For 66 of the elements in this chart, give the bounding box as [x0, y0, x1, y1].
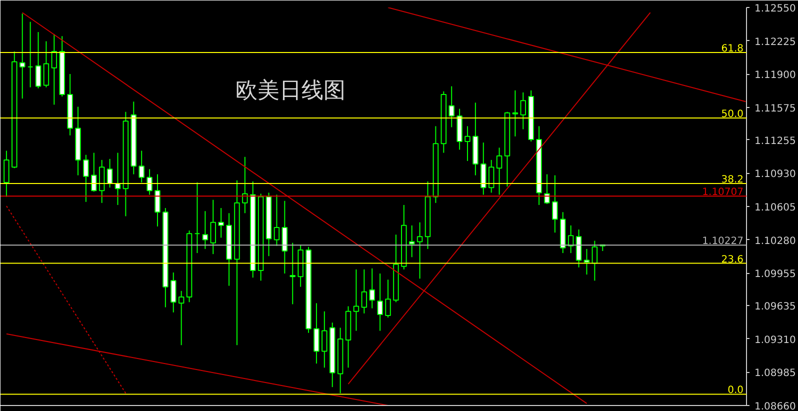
candlestick	[202, 210, 208, 250]
candlestick	[282, 200, 288, 274]
candlestick	[520, 92, 526, 130]
y-tick-label: 1.09955	[754, 269, 796, 280]
candlestick	[91, 152, 97, 192]
candlestick	[496, 147, 502, 196]
annotation: 0.0	[728, 385, 744, 396]
y-tick-label: 1.09310	[754, 334, 796, 346]
candlestick	[35, 32, 42, 89]
candlestick	[194, 182, 200, 254]
y-tick-label: 1.11900	[754, 70, 796, 82]
y-tick-label: 1.10280	[754, 236, 796, 247]
candlestick	[154, 174, 160, 227]
candlestick	[448, 86, 454, 128]
candlestick	[51, 34, 58, 106]
candlestick	[488, 159, 494, 194]
candlestick	[369, 268, 375, 309]
candlestick	[361, 268, 368, 314]
candlestick	[146, 168, 152, 196]
annotation: 61.8	[721, 44, 744, 55]
candlestick	[464, 126, 470, 162]
text: 欧美日线图	[235, 78, 346, 104]
candlestick	[4, 150, 10, 198]
candlestick	[242, 156, 248, 214]
annotation: 23.6	[721, 254, 744, 266]
candlestick	[314, 302, 320, 364]
candlestick	[416, 222, 423, 280]
candlestick	[83, 154, 89, 202]
candlestick	[385, 279, 391, 318]
ref-line-label: 1.10227	[702, 236, 744, 248]
candlestick	[544, 174, 550, 204]
candlestick	[322, 310, 328, 368]
candlestick	[170, 272, 176, 313]
y-tick-label: 1.08985	[754, 368, 796, 380]
y-tick-label: 1.09635	[754, 302, 796, 313]
candlestick	[353, 268, 360, 332]
candlestick	[27, 21, 34, 88]
y-tick-label: 1.08660	[754, 402, 796, 411]
candlestick	[290, 242, 296, 305]
candlestick	[218, 208, 224, 238]
candlestick	[178, 290, 184, 346]
candlestick	[584, 248, 590, 276]
candlestick	[210, 199, 216, 255]
candlestick	[106, 158, 113, 188]
y-tick-label: 1.12550	[754, 4, 796, 14]
annotation: 50.0	[721, 109, 744, 120]
candlestick	[43, 40, 50, 88]
candlestick	[576, 229, 582, 268]
candlestick	[138, 150, 144, 183]
y-tick-label: 1.10930	[754, 169, 796, 180]
y-tick-label: 1.12225	[754, 36, 796, 48]
ref-line-label: 1.10707	[702, 187, 744, 198]
candlestick	[512, 90, 518, 137]
candlestick	[19, 13, 26, 100]
candlestick	[480, 142, 486, 196]
candlestick	[408, 224, 415, 258]
candlestick	[98, 159, 105, 204]
y-tick-label: 1.11255	[754, 136, 796, 147]
y-tick-label: 1.11575	[754, 103, 796, 114]
y-tick-label: 1.10605	[754, 202, 796, 214]
candlestick	[377, 273, 383, 332]
annotation: 38.2	[721, 174, 744, 186]
candlestick	[568, 224, 574, 254]
candlestick	[552, 174, 558, 234]
candlestick	[592, 240, 598, 282]
candlestick	[274, 194, 280, 246]
